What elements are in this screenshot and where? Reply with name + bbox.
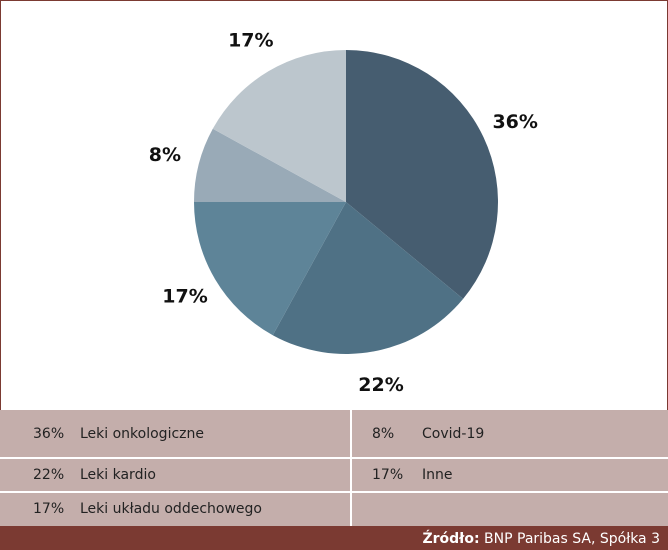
- legend-label: Inne: [422, 467, 453, 483]
- legend-label: Leki onkologiczne: [80, 426, 204, 442]
- legend-label: Leki układu oddechowego: [80, 501, 262, 517]
- legend-label: Leki kardio: [80, 467, 156, 483]
- slice-label: 36%: [492, 111, 537, 133]
- source-label: Źródło:: [422, 529, 479, 547]
- pie-slice: [346, 50, 498, 299]
- slice-label: 22%: [358, 374, 403, 396]
- pie-slice: [212, 49, 346, 202]
- legend-value: 17%: [372, 467, 403, 483]
- legend-value: 36%: [33, 426, 64, 442]
- source-text: BNP Paribas SA, Spółka 3: [484, 531, 660, 547]
- pie-slice: [272, 202, 464, 354]
- source: Źródło: BNP Paribas SA, Spółka 3: [422, 529, 660, 547]
- slice-label: 17%: [162, 286, 207, 308]
- slice-label: 17%: [228, 30, 273, 52]
- pie-slice: [194, 202, 346, 336]
- slice-label: 8%: [149, 144, 181, 166]
- legend-label: Covid-19: [422, 426, 484, 442]
- legend-value: 22%: [33, 467, 64, 483]
- pie-slice: [194, 128, 346, 202]
- legend-background: [0, 410, 668, 526]
- legend-value: 17%: [33, 501, 64, 517]
- legend-value: 8%: [372, 426, 394, 442]
- source-bar: [0, 526, 668, 550]
